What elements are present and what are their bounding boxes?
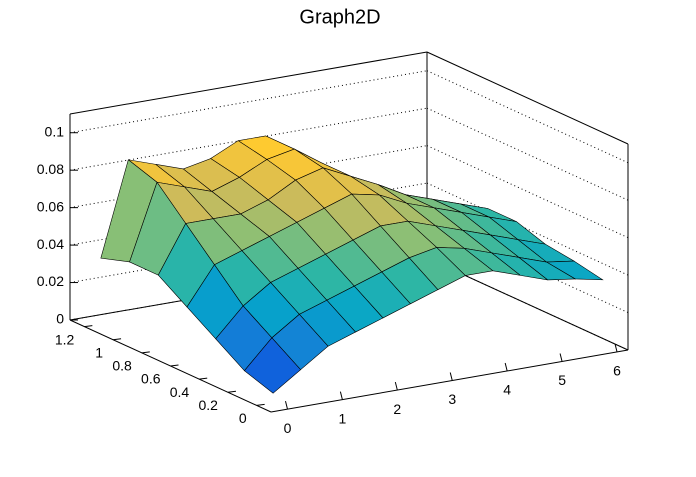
chart-title: Graph2D	[299, 6, 380, 28]
x-tick-label: 3	[448, 391, 456, 407]
x-tick	[614, 343, 618, 353]
z-tick-label: 0	[56, 311, 64, 327]
x-tick-label: 0	[284, 420, 292, 436]
x-tick-label: 1	[339, 410, 347, 426]
box-edge	[426, 51, 629, 145]
x-tick-label: 4	[503, 382, 511, 398]
y-tick-label: 0	[239, 410, 247, 426]
y-tick	[170, 364, 179, 367]
box-edge	[69, 51, 428, 115]
z-tick-label: 0.06	[37, 198, 64, 214]
y-tick-label: 1	[95, 344, 103, 360]
grid-line	[69, 220, 428, 284]
x-tick-label: 5	[558, 372, 566, 388]
x-axis	[270, 349, 629, 413]
y-tick	[141, 351, 150, 354]
y-tick-label: 0.2	[198, 397, 218, 413]
grid-line	[69, 257, 428, 321]
y-tick-label: 0.8	[112, 358, 132, 374]
y-tick-label: 1.2	[55, 331, 75, 347]
grid-line	[426, 70, 629, 164]
y-tick-label: 0.6	[141, 371, 161, 387]
y-tick	[84, 325, 93, 328]
y-tick-label: 0.4	[170, 384, 190, 400]
y-tick	[199, 377, 208, 380]
x-tick	[559, 353, 563, 362]
z-tick-label: 0.08	[37, 161, 64, 177]
x-tick	[339, 391, 343, 400]
grid-line	[426, 182, 629, 276]
x-tick-label: 6	[613, 363, 621, 379]
grid-line	[426, 107, 629, 201]
x-tick	[504, 362, 508, 372]
z-tick-label: 0.02	[37, 273, 64, 289]
surface-cell	[243, 337, 302, 394]
z-tick-label: 0.04	[37, 236, 64, 252]
x-tick	[449, 372, 453, 381]
x-tick	[394, 381, 398, 391]
y-tick	[227, 390, 236, 393]
y-tick	[113, 338, 122, 341]
grid-line	[426, 145, 629, 239]
x-tick	[284, 401, 288, 410]
y-tick	[256, 403, 265, 406]
grid-line	[69, 70, 428, 134]
x-tick-label: 2	[393, 401, 401, 417]
z-tick-label: 0.1	[45, 123, 65, 139]
